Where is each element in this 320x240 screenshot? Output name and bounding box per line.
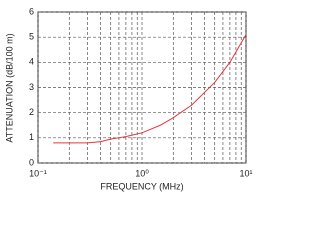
y-tick-label: 4 bbox=[29, 57, 34, 67]
y-tick-label: 3 bbox=[29, 82, 34, 92]
x-tick-label: 10¹ bbox=[239, 168, 252, 178]
x-tick-label: 10⁰ bbox=[135, 168, 149, 178]
y-tick-label: 1 bbox=[29, 132, 34, 142]
y-tick-label: 5 bbox=[29, 32, 34, 42]
y-tick-label: 0 bbox=[29, 157, 34, 167]
y-tick-label: 2 bbox=[29, 107, 34, 117]
y-axis-label: ATTENUATION (dB/100 m) bbox=[4, 33, 14, 142]
y-tick-label: 6 bbox=[29, 6, 34, 16]
x-axis-label: FREQUENCY (MHz) bbox=[100, 181, 183, 191]
chart: FREQUENCY (MHz) ATTENUATION (dB/100 m) 0… bbox=[4, 6, 252, 191]
x-tick-label: 10⁻¹ bbox=[29, 168, 47, 178]
data-line bbox=[53, 34, 247, 144]
